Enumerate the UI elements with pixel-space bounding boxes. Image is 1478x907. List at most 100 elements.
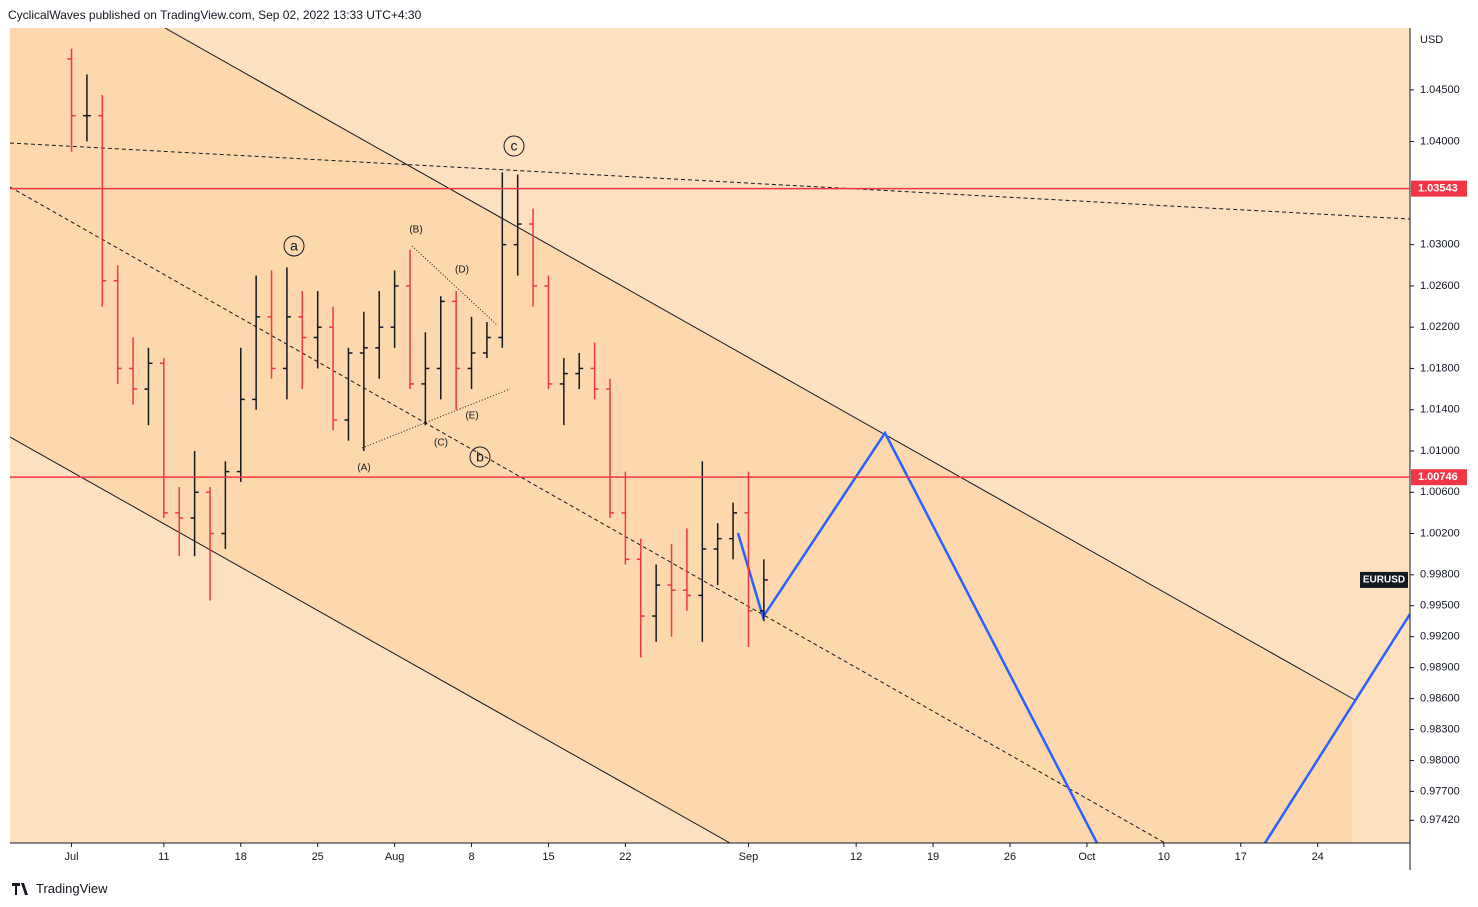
y-tick-label: 0.98000 [1420,754,1460,766]
channel-upper [164,28,1356,701]
ohlc-bar [467,316,476,390]
ohlc-bar [359,311,368,451]
y-tick-label: 0.98900 [1420,662,1460,674]
x-tick-label: 17 [1235,851,1247,863]
symbol-tag [1360,571,1408,588]
currency-label: USD [1420,34,1443,46]
ohlc-bar [67,48,76,152]
ohlc-bar [575,352,584,390]
ohlc-bar [82,74,91,142]
price-level-tag [1411,469,1467,486]
ohlc-bar [744,471,753,647]
wave-label: (A) [357,463,370,474]
wave-label: (E) [465,411,478,422]
wave-label: (B) [409,225,422,236]
price-axis [1410,28,1478,870]
ohlc-bar [206,487,214,601]
wave-label: a [290,238,298,254]
y-tick-label: 1.03000 [1420,239,1460,251]
wave-label: (D) [455,265,469,276]
ohlc-bar [436,296,445,400]
bars [67,48,768,658]
ohlc-bar [267,270,276,379]
ohlc-bar [529,208,538,307]
ohlc-bar [544,275,553,390]
dashed-trend [10,142,1410,220]
y-tick-label: 1.02600 [1420,280,1460,292]
ohlc-bar [252,275,261,410]
wave-circle [469,446,491,468]
ohlc-bar [452,291,461,410]
ohlc-bar [421,332,430,426]
ohlc-bar [159,358,168,519]
x-tick-label: 26 [1004,851,1016,863]
wave-label: c [511,138,518,154]
ohlc-bar [652,564,661,642]
y-tick-label: 1.01800 [1420,362,1460,374]
x-tick-label: 10 [1158,851,1170,863]
ohlc-bar [498,172,507,348]
ohlc-bar [190,450,199,557]
y-tick-label: 1.04500 [1420,84,1460,96]
y-tick-label: 1.02200 [1420,321,1460,333]
ohlc-bar [590,342,599,400]
y-tick-label: 0.98300 [1420,723,1460,735]
ohlc-bar [175,487,184,557]
wave-label: (C) [434,438,448,449]
y-tick-label: 0.98600 [1420,692,1460,704]
ohlc-bar [144,347,153,426]
x-tick-label: 12 [850,851,862,863]
projection-path [1263,613,1410,843]
channel-mid [10,186,1166,843]
ohlc-bar [729,502,738,560]
y-tick-label: 0.99800 [1420,569,1460,581]
wave-label: b [476,449,484,465]
brand-footer: TradingView [12,881,108,896]
ohlc-bar [236,347,245,482]
x-tick-label: 22 [619,851,631,863]
y-tick-label: 1.01400 [1420,404,1460,416]
price-level-label: 1.00746 [1418,471,1458,483]
ohlc-bar [482,322,491,359]
ohlc-bar [406,249,414,390]
y-tick-label: 0.99500 [1420,600,1460,612]
ohlc-bar [375,291,384,379]
ohlc-bar [606,378,614,519]
ohlc-bar [344,347,353,441]
chart: USD 1.04500 1.04000 1.03000 1.02600 1.02200 1… [10,28,1478,870]
y-tick-label: 1.04000 [1420,135,1460,147]
projection-path [736,430,1099,843]
x-tick-label: Jul [65,851,79,863]
ohlc-bar [313,291,322,369]
x-tick-label: 19 [927,851,939,863]
y-tick-label: 1.00600 [1420,486,1460,498]
x-tick-label: 15 [542,851,554,863]
channel-fill [10,28,1352,843]
wave-circle [503,135,525,157]
ohlc-bar [636,538,645,658]
ohlc-bar [282,267,291,400]
ohlc-bar [667,543,676,637]
x-tick-label: 8 [468,851,474,863]
brand-logo [12,882,28,895]
y-tick-label: 0.99200 [1420,631,1460,643]
ohlc-bar [513,174,522,276]
ohlc-bar [713,523,722,586]
ohlc-bar [682,528,691,611]
y-tick-label: 0.97700 [1420,785,1460,797]
triangle-upper [411,245,498,326]
time-axis [10,843,1410,870]
y-tick-label: 1.01000 [1420,445,1460,457]
ohlc-bar [329,306,338,431]
ohlc-bar [221,461,230,549]
ohlc-bar [621,471,630,565]
ohlc-bar [129,337,138,405]
drawings [10,28,1410,843]
y-tick-label: 0.97420 [1420,814,1460,826]
ohlc-bar [98,95,107,307]
x-tick-label: Oct [1078,851,1095,863]
ohlc-bar [759,559,768,622]
brand-name: TradingView [36,881,108,896]
channel-lower [10,436,731,843]
